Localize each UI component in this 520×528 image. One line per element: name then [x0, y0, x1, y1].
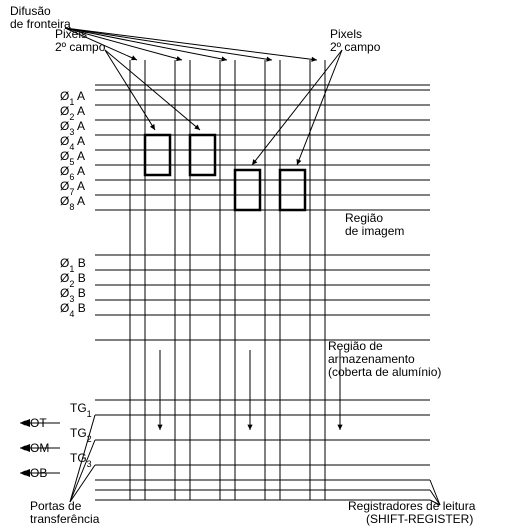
svg-text:(coberta de alumínio): (coberta de alumínio): [328, 365, 441, 379]
svg-text:Pixels: Pixels: [330, 27, 362, 41]
svg-text:transferência: transferência: [30, 512, 100, 526]
vertical-grid: [130, 60, 325, 500]
svg-text:Difusão: Difusão: [10, 4, 51, 18]
tg-label: TG1: [70, 401, 92, 419]
svg-text:2º campo: 2º campo: [55, 40, 106, 54]
pixel-boxes: [145, 135, 305, 210]
svg-text:Portas de: Portas de: [30, 499, 82, 513]
svg-text:Pixels: Pixels: [55, 27, 87, 41]
svg-text:Região: Região: [345, 211, 383, 225]
svg-text:Região de: Região de: [328, 339, 383, 353]
svg-text:2º campo: 2º campo: [330, 40, 381, 54]
svg-text:Registradores de leitura: Registradores de leitura: [348, 499, 476, 513]
tg-label: TG2: [70, 426, 92, 444]
svg-text:armazenamento: armazenamento: [328, 352, 415, 366]
tg-label: TG3: [70, 451, 92, 469]
svg-text:(SHIFT-REGISTER): (SHIFT-REGISTER): [366, 512, 473, 526]
svg-text:de imagem: de imagem: [345, 224, 404, 238]
